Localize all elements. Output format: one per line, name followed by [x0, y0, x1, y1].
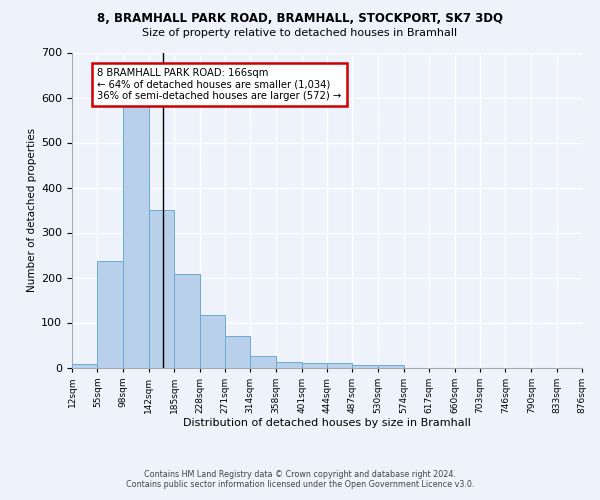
Bar	[174, 274, 199, 368]
Text: 8 BRAMHALL PARK ROAD: 166sqm
← 64% of detached houses are smaller (1,034)
36% of: 8 BRAMHALL PARK ROAD: 166sqm ← 64% of de…	[97, 68, 341, 102]
Text: Size of property relative to detached houses in Bramhall: Size of property relative to detached ho…	[142, 28, 458, 38]
Bar	[72, 364, 97, 368]
Bar	[97, 262, 123, 368]
Bar	[149, 210, 174, 368]
Text: Contains HM Land Registry data © Crown copyright and database right 2024.
Contai: Contains HM Land Registry data © Crown c…	[126, 470, 474, 489]
Bar	[199, 315, 225, 368]
Bar	[378, 365, 404, 368]
Bar	[276, 362, 302, 368]
Bar	[327, 364, 352, 368]
Bar	[302, 364, 327, 368]
Bar	[250, 356, 276, 368]
Text: 8, BRAMHALL PARK ROAD, BRAMHALL, STOCKPORT, SK7 3DQ: 8, BRAMHALL PARK ROAD, BRAMHALL, STOCKPO…	[97, 12, 503, 26]
Bar	[225, 336, 250, 368]
Bar	[123, 102, 149, 368]
Bar	[352, 365, 378, 368]
X-axis label: Distribution of detached houses by size in Bramhall: Distribution of detached houses by size …	[183, 418, 471, 428]
Y-axis label: Number of detached properties: Number of detached properties	[27, 128, 37, 292]
